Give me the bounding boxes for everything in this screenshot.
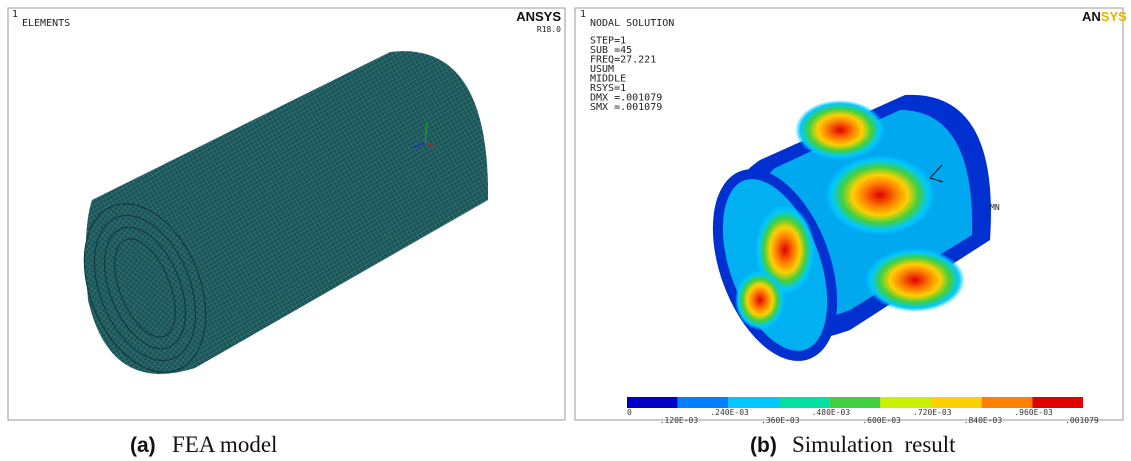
legend-swatch (982, 397, 1033, 408)
logo: ANSYS (1082, 9, 1127, 24)
legend-label: .840E-03 (964, 416, 1003, 425)
legend-swatch (830, 397, 881, 408)
caption-tag: (b) (750, 434, 777, 457)
version: R18.0 (537, 25, 561, 34)
caption: Simulation result (792, 432, 956, 457)
plot-label: ELEMENTS (22, 18, 70, 29)
caption: FEA model (172, 432, 277, 457)
info-line: SMX =.001079 (590, 102, 662, 113)
legend-swatch (627, 397, 678, 408)
legend-swatch (931, 397, 982, 408)
legend-label: .001079 (1065, 416, 1099, 425)
legend-label: .120E-03 (660, 416, 699, 425)
legend-label: .600E-03 (862, 416, 901, 425)
figure: 1 ELEMENTS ANSYS R18.0 1 ANSYS NODAL SOL… (0, 0, 1131, 461)
legend-swatch (728, 397, 779, 408)
legend-label: .480E-03 (812, 408, 851, 417)
logo: ANSYS (516, 9, 561, 24)
legend-swatch (779, 397, 830, 408)
legend-swatch (880, 397, 931, 408)
max-marker: MN (990, 203, 1000, 212)
legend-swatch (678, 397, 729, 408)
legend-label: 0 (627, 408, 632, 417)
legend-swatch (1032, 397, 1083, 408)
window-number: 1 (12, 9, 18, 20)
legend-label: .240E-03 (710, 408, 749, 417)
panel-a: 1 ELEMENTS ANSYS R18.0 (8, 8, 565, 420)
legend-label: .360E-03 (761, 416, 800, 425)
logo-part: SYS (1101, 9, 1127, 24)
legend-label: .960E-03 (1014, 408, 1053, 417)
window-number: 1 (580, 9, 586, 20)
caption-tag: (a) (130, 434, 156, 457)
logo-part: AN (1082, 9, 1101, 24)
info-line: NODAL SOLUTION (590, 18, 674, 29)
legend-label: .720E-03 (913, 408, 952, 417)
